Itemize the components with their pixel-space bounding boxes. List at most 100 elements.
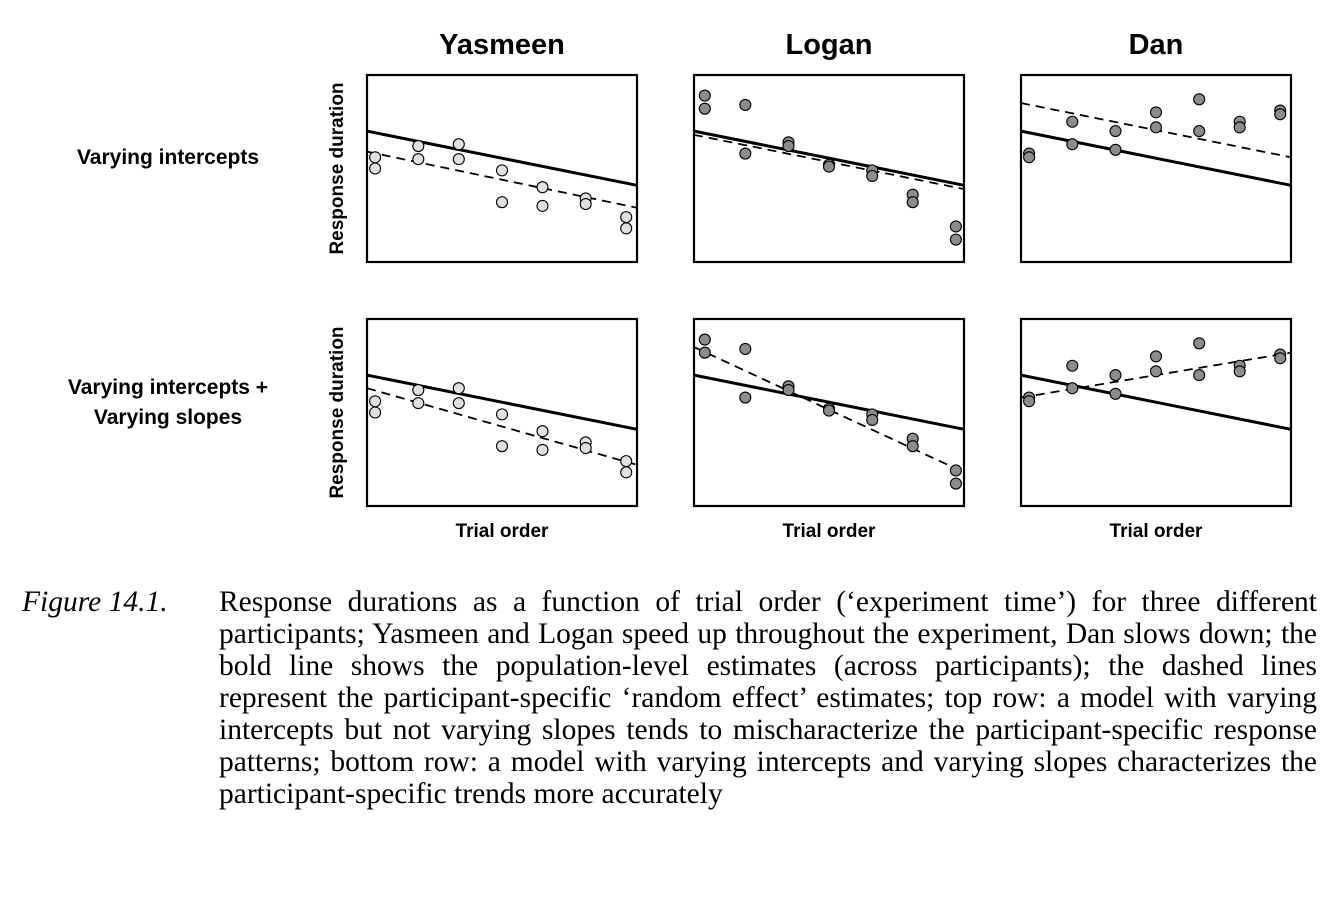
- data-point: [452, 382, 465, 395]
- data-point: [866, 413, 879, 427]
- data-point: [949, 233, 962, 246]
- data-point: [620, 455, 633, 468]
- panel-frame: [365, 73, 639, 264]
- data-point: [1193, 369, 1206, 382]
- panel-frame: [692, 317, 966, 508]
- participant-dashed-line: [366, 150, 638, 209]
- data-point: [536, 181, 549, 194]
- data-point: [452, 138, 465, 151]
- column-title-yasmeen: Yasmeen: [439, 29, 565, 61]
- population-line: [366, 373, 638, 431]
- y-axis-label: Response duration: [327, 326, 348, 498]
- data-point: [1274, 108, 1287, 121]
- data-point: [698, 89, 711, 102]
- data-point: [1193, 337, 1206, 350]
- data-point: [698, 333, 711, 346]
- population-line: [366, 129, 638, 187]
- figure-14-1: Yasmeen Logan Dan Varying interceptsVaryin…: [68, 29, 1293, 542]
- data-point: [1109, 143, 1122, 156]
- data-point: [782, 384, 795, 397]
- data-point: [906, 196, 919, 209]
- data-point: [782, 140, 795, 153]
- data-point: [536, 443, 549, 456]
- column-title-logan: Logan: [786, 29, 873, 61]
- data-point: [1109, 387, 1122, 400]
- column-title-dan: Dan: [1129, 29, 1184, 61]
- data-point: [579, 197, 592, 211]
- x-axis-label: Trial order: [456, 521, 550, 542]
- data-point: [866, 169, 879, 183]
- caption-text: Response durations as a function of tria…: [219, 586, 1317, 810]
- row-labels: Varying intercepts Varying intercepts + Va…: [68, 146, 268, 429]
- panel-frame: [1019, 73, 1293, 264]
- data-point: [1193, 93, 1206, 106]
- data-point: [452, 397, 465, 410]
- panel-dan-row-1: [1019, 73, 1293, 264]
- data-point: [620, 211, 633, 224]
- data-point: [949, 464, 962, 477]
- data-point: [1149, 350, 1163, 363]
- data-point: [949, 220, 962, 233]
- data-point: [620, 466, 633, 479]
- row-label-2-line-1: Varying intercepts +: [68, 376, 268, 399]
- data-point: [495, 164, 509, 177]
- data-point: [739, 147, 752, 160]
- data-point: [1149, 121, 1163, 134]
- panel-logan-row-1: [692, 73, 966, 264]
- panel-frame: [1019, 317, 1293, 508]
- data-point: [369, 151, 382, 164]
- data-point: [495, 408, 509, 421]
- data-point: [1066, 382, 1079, 395]
- data-point: [1066, 359, 1079, 372]
- data-point: [1023, 395, 1036, 408]
- column-titles: Yasmeen Logan Dan: [439, 29, 1183, 61]
- panel-frame: [692, 73, 966, 264]
- panels: Response duration Response duration Trial …: [327, 73, 1293, 542]
- caption-number: Figure 14.1.: [22, 586, 168, 618]
- population-line: [1020, 373, 1292, 431]
- data-point: [495, 440, 509, 453]
- participant-dashed-line: [693, 346, 965, 474]
- panel-frame: [365, 317, 639, 508]
- data-point: [1109, 125, 1122, 138]
- data-point: [452, 153, 465, 166]
- panel-logan-row-2: Trial order: [692, 317, 966, 542]
- data-point: [906, 440, 919, 453]
- data-point: [495, 196, 509, 209]
- figure-caption: Figure 14.1. Response durations as a fun…: [0, 586, 1337, 916]
- data-point: [739, 342, 752, 355]
- data-point: [579, 441, 592, 455]
- population-line: [693, 373, 965, 431]
- data-point: [698, 346, 711, 359]
- data-point: [369, 395, 382, 408]
- data-point: [412, 153, 425, 166]
- data-point: [1109, 369, 1122, 382]
- data-point: [1066, 115, 1079, 128]
- data-point: [1274, 352, 1287, 365]
- x-axis-label: Trial order: [1110, 521, 1204, 542]
- panel-yasmeen-row-1: Response duration: [327, 73, 639, 264]
- population-line: [1020, 129, 1292, 187]
- data-point: [1023, 151, 1036, 164]
- data-point: [412, 384, 425, 397]
- data-point: [536, 199, 549, 212]
- y-axis-label: Response duration: [327, 82, 348, 254]
- row-label-2-line-2: Varying slopes: [94, 406, 242, 429]
- data-point: [698, 102, 711, 115]
- data-point: [412, 397, 425, 410]
- data-point: [822, 404, 836, 417]
- data-point: [822, 160, 836, 173]
- data-point: [620, 222, 633, 235]
- participant-dashed-line: [366, 387, 638, 466]
- data-point: [369, 162, 382, 175]
- data-point: [1149, 106, 1163, 119]
- population-line: [693, 129, 965, 187]
- data-point: [1233, 121, 1246, 134]
- data-point: [949, 477, 962, 490]
- row-label-1-line-1: Varying intercepts: [77, 146, 259, 169]
- data-point: [1066, 138, 1079, 151]
- data-point: [739, 98, 752, 111]
- panel-dan-row-2: Trial order: [1019, 317, 1293, 542]
- x-axis-label: Trial order: [783, 521, 877, 542]
- data-point: [739, 391, 752, 404]
